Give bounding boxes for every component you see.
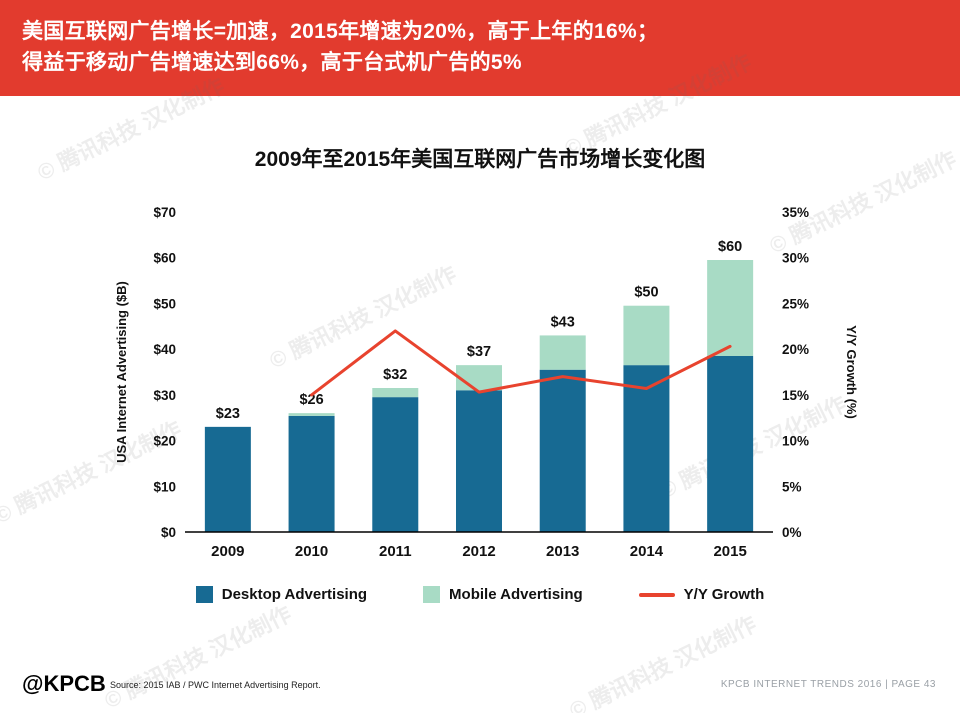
x-axis-label: 2015	[713, 543, 746, 560]
x-axis-label: 2009	[211, 543, 244, 560]
bar-total-label: $37	[467, 344, 491, 360]
bar-desktop-2015	[707, 356, 754, 532]
right-axis-tick: 5%	[782, 479, 802, 494]
bar-mobile-2010	[288, 413, 335, 416]
right-axis-tick: 10%	[782, 434, 809, 449]
bar-desktop-2009	[204, 426, 251, 532]
bar-mobile-2015	[707, 260, 754, 356]
header-line-1: 美国互联网广告增长=加速，2015年增速为20%，高于上年的16%；	[22, 20, 659, 43]
right-axis-tick: 30%	[782, 251, 809, 266]
mobile-swatch-icon	[423, 586, 441, 603]
legend: Desktop Advertising Mobile Advertising Y…	[0, 586, 960, 603]
legend-item-growth: Y/Y Growth	[638, 586, 765, 603]
desktop-swatch-icon	[195, 586, 213, 603]
x-axis-label: 2014	[630, 543, 664, 560]
bar-total-label: $26	[299, 392, 323, 408]
bar-desktop-2014	[623, 365, 670, 532]
right-axis-tick: 35%	[782, 205, 809, 220]
right-axis-tick: 15%	[782, 388, 809, 403]
header-line-2: 得益于移动广告增速达到66%，高于台式机广告的5%	[22, 51, 522, 74]
left-axis-title: USA Internet Advertising ($B)	[114, 281, 129, 463]
left-axis-tick: $70	[153, 205, 176, 220]
legend-item-mobile: Mobile Advertising	[423, 586, 583, 603]
bar-desktop-2011	[372, 397, 419, 532]
bar-desktop-2010	[288, 415, 335, 532]
bar-total-label: $60	[718, 239, 742, 255]
header-banner: 美国互联网广告增长=加速，2015年增速为20%，高于上年的16%； 得益于移动…	[0, 0, 960, 96]
x-axis-label: 2011	[379, 543, 412, 560]
left-axis-tick: $0	[161, 525, 176, 540]
growth-line-swatch-icon	[638, 592, 675, 597]
bar-total-label: $50	[634, 285, 658, 301]
kpcb-logo: @KPCB	[22, 671, 106, 696]
left-axis-tick: $40	[153, 342, 176, 357]
chart-title: 2009年至2015年美国互联网广告市场增长变化图	[254, 148, 706, 171]
left-axis-tick: $20	[153, 434, 176, 449]
bar-desktop-2012	[456, 390, 502, 532]
watermark: © 腾讯科技 汉化制作	[565, 611, 761, 713]
right-axis-tick: 0%	[782, 525, 802, 540]
footer-page-info: KPCB INTERNET TRENDS 2016 | PAGE 43	[720, 679, 936, 690]
bar-mobile-2011	[372, 388, 419, 398]
growth-line	[310, 329, 732, 397]
right-axis-tick: 20%	[782, 342, 809, 357]
bar-mobile-2012	[456, 365, 502, 391]
legend-item-desktop: Desktop Advertising	[195, 586, 368, 603]
left-axis-tick: $60	[153, 251, 176, 266]
bar-total-label: $43	[551, 314, 575, 330]
right-axis-title: Y/Y Growth (%)	[844, 325, 859, 419]
bar-mobile-2013	[539, 335, 586, 370]
ad-growth-chart: $0 $10 $20 $30 $40 $50 $60 $70 0% 5% 10% 15% 20% 25% 3…	[114, 205, 859, 560]
left-axis-tick: $50	[153, 296, 176, 311]
left-axis-tick: $30	[153, 388, 176, 403]
x-axis-label: 2013	[546, 543, 579, 560]
bar-mobile-2014	[623, 305, 670, 366]
x-axis-label: 2010	[295, 543, 328, 560]
legend-label-growth: Y/Y Growth	[683, 586, 765, 603]
legend-label-desktop: Desktop Advertising	[221, 586, 368, 603]
right-axis-tick: 25%	[782, 296, 809, 311]
source-note: Source: 2015 IAB / PWC Internet Advertis…	[110, 680, 321, 690]
left-axis-tick: $10	[153, 479, 176, 494]
bar-total-label: $23	[216, 406, 240, 422]
bar-desktop-2013	[539, 369, 586, 532]
legend-label-mobile: Mobile Advertising	[449, 586, 583, 603]
x-axis-label: 2012	[462, 543, 495, 560]
bar-total-label: $32	[383, 367, 407, 383]
watermark: © 腾讯科技 汉化制作	[100, 601, 296, 713]
